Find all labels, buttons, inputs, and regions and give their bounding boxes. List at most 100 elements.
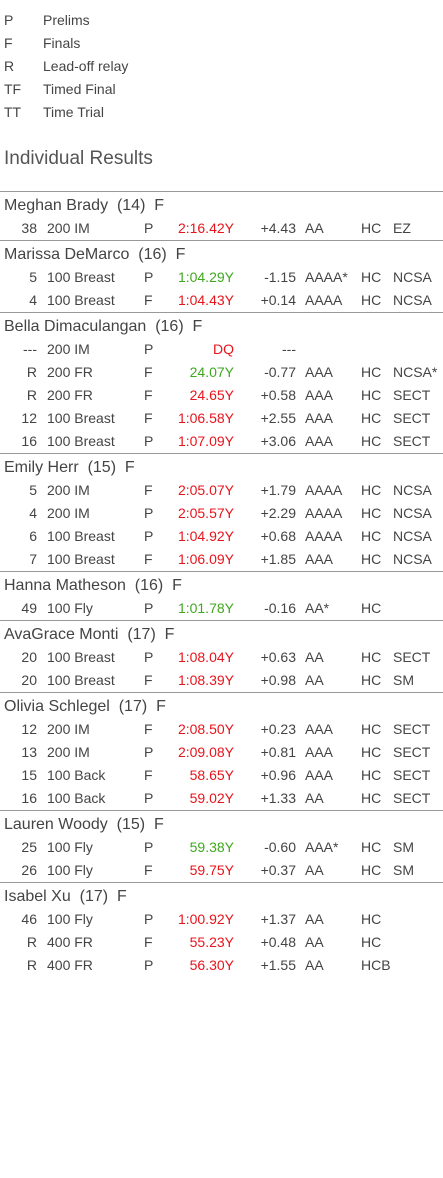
result-code: HC: [361, 269, 382, 285]
legend-row: TF Timed Final: [0, 78, 443, 101]
result-standard: AAAA: [305, 292, 343, 308]
result-code: HC: [361, 934, 382, 950]
result-code: HC: [361, 672, 382, 688]
result-diff: +2.29: [260, 505, 296, 521]
result-time: 1:04.92Y: [177, 528, 234, 544]
result-code: HC: [361, 482, 382, 498]
result-diff: -0.16: [264, 600, 296, 616]
result-time: 2:05.07Y: [177, 482, 234, 498]
result-row: 5 200 IM F 2:05.07Y +1.79 AAAA HC NCSA: [0, 479, 443, 502]
result-event: 200 IM: [47, 721, 90, 737]
result-diff: +0.81: [260, 744, 296, 760]
result-diff: +1.33: [260, 790, 296, 806]
result-standard: AAA: [305, 364, 334, 380]
legend-row: P Prelims: [0, 9, 443, 32]
result-event: 400 FR: [47, 934, 93, 950]
result-code: HC: [361, 410, 382, 426]
result-time: 1:08.04Y: [177, 649, 234, 665]
result-meet: NCSA: [393, 292, 432, 308]
result-standard: AAA: [305, 387, 334, 403]
athlete-name: Lauren Woody: [4, 816, 108, 833]
result-row: 16 100 Breast P 1:07.09Y +3.06 AAA HC SECT: [0, 430, 443, 453]
athlete-name: Olivia Schlegel: [4, 698, 110, 715]
result-event: 100 Breast: [47, 649, 115, 665]
result-time: 2:09.08Y: [177, 744, 234, 760]
athlete-block: Bella Dimaculangan (16) F --- 200 IM P DQ ---…: [0, 312, 443, 453]
athlete-header: Isabel Xu (17) F: [0, 883, 443, 908]
athlete-gender: F: [175, 246, 186, 263]
result-time: 2:08.50Y: [177, 721, 234, 737]
result-standard: AAA: [305, 551, 334, 567]
result-diff: +1.37: [260, 911, 296, 927]
result-round: P: [144, 220, 154, 236]
athlete-age: (16): [134, 577, 164, 594]
result-standard: AA: [305, 862, 324, 878]
result-row: 7 100 Breast F 1:06.09Y +1.85 AAA HC NCSA: [0, 548, 443, 571]
result-event: 100 Breast: [47, 528, 115, 544]
result-place: R: [26, 364, 37, 380]
result-place: 46: [21, 911, 37, 927]
result-place: 49: [21, 600, 37, 616]
athlete-name: Bella Dimaculangan: [4, 318, 147, 335]
result-code: HC: [361, 839, 382, 855]
result-meet: NCSA: [393, 528, 432, 544]
result-round: P: [144, 839, 154, 855]
result-event: 100 Breast: [47, 292, 115, 308]
result-diff: +0.68: [260, 528, 296, 544]
result-row: 20 100 Breast F 1:08.39Y +0.98 AA HC SM: [0, 669, 443, 692]
athlete-gender: F: [172, 577, 182, 594]
result-standard: AAAA: [305, 482, 343, 498]
result-meet: SECT: [393, 790, 431, 806]
result-diff: +0.37: [260, 862, 296, 878]
result-standard: AA: [305, 220, 324, 236]
result-diff: +1.55: [260, 957, 296, 973]
result-round: P: [144, 957, 154, 973]
athlete-age: (16): [138, 246, 167, 263]
result-event: 100 Fly: [47, 911, 93, 927]
legend-text: Time Trial: [43, 104, 104, 120]
result-code: HC: [361, 862, 382, 878]
result-place: 26: [21, 862, 37, 878]
result-round: F: [144, 934, 153, 950]
result-place: 16: [21, 790, 37, 806]
result-place: 6: [29, 528, 37, 544]
result-time: 1:06.58Y: [177, 410, 234, 426]
result-diff: ---: [282, 341, 296, 357]
result-standard: AAA: [305, 433, 334, 449]
result-place: 15: [21, 767, 37, 783]
athlete-age: (17): [118, 698, 148, 715]
legend-code: P: [4, 12, 14, 28]
result-round: F: [144, 862, 153, 878]
legend: P Prelims F Finals R Lead-off relay TF Timed Fi…: [0, 9, 443, 124]
result-standard: AA*: [305, 600, 330, 616]
result-time: 1:06.09Y: [177, 551, 234, 567]
result-meet: NCSA: [393, 269, 432, 285]
result-code: HC: [361, 744, 382, 760]
result-place: 12: [21, 721, 37, 737]
athlete-block: Hanna Matheson (16) F 49 100 Fly P 1:01.78Y -…: [0, 571, 443, 620]
result-time: 1:01.78Y: [177, 600, 234, 616]
result-row: 49 100 Fly P 1:01.78Y -0.16 AA* HC: [0, 597, 443, 620]
athlete-block: Lauren Woody (15) F 25 100 Fly P 59.38Y -0.60…: [0, 810, 443, 882]
athlete-header: Olivia Schlegel (17) F: [0, 693, 443, 718]
result-time: 2:16.42Y: [177, 220, 234, 236]
result-code: HC: [361, 528, 382, 544]
result-place: 5: [29, 482, 37, 498]
result-place: 4: [29, 292, 37, 308]
legend-code: TF: [4, 81, 22, 97]
result-event: 100 Breast: [47, 672, 115, 688]
result-row: 13 200 IM P 2:09.08Y +0.81 AAA HC SECT: [0, 741, 443, 764]
legend-row: F Finals: [0, 32, 443, 55]
result-time: 24.65Y: [189, 387, 234, 403]
result-time: 1:07.09Y: [177, 433, 234, 449]
athlete-header: Lauren Woody (15) F: [0, 811, 443, 836]
result-row: 12 100 Breast F 1:06.58Y +2.55 AAA HC SECT: [0, 407, 443, 430]
result-diff: +2.55: [260, 410, 296, 426]
result-meet: NCSA: [393, 482, 432, 498]
result-meet: SM: [393, 839, 414, 855]
result-diff: -1.15: [264, 269, 296, 285]
result-diff: +4.43: [260, 220, 296, 236]
result-event: 100 Breast: [47, 551, 115, 567]
result-row: 6 100 Breast P 1:04.92Y +0.68 AAAA HC NCSA: [0, 525, 443, 548]
